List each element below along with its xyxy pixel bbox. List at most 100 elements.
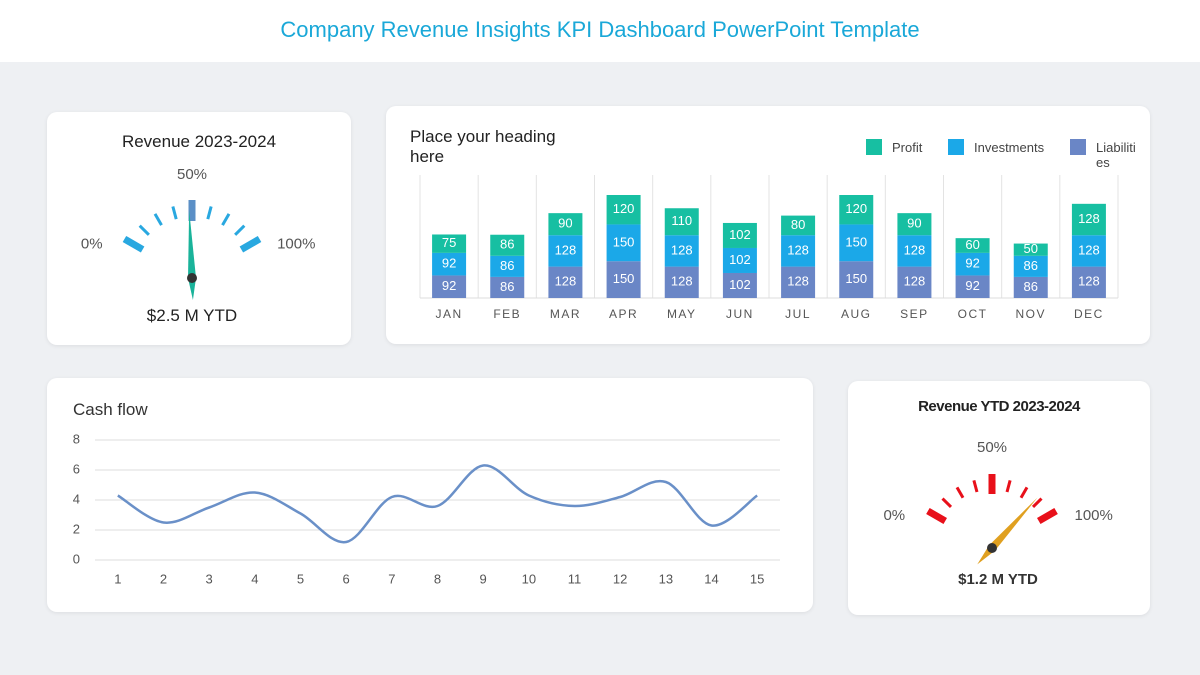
bar-segment [955, 238, 990, 253]
x-tick-label: JAN [435, 307, 462, 321]
gauge-needle [977, 497, 1038, 565]
x-tick-label: APR [609, 307, 638, 321]
x-tick-label: 12 [613, 571, 627, 586]
legend-swatch [866, 139, 882, 155]
bar-segment [722, 247, 757, 273]
gauge-title: Revenue 2023-2024 [121, 132, 277, 151]
data-label: 120 [845, 201, 867, 216]
data-label: 150 [613, 271, 635, 286]
bar-segment [1013, 276, 1048, 298]
data-label: 102 [729, 277, 751, 292]
x-tick-label: 6 [343, 571, 350, 586]
gauge-tick [1037, 507, 1058, 525]
x-tick-label: 7 [388, 571, 395, 586]
data-label: 128 [555, 242, 577, 257]
page-title: Company Revenue Insights KPI Dashboard P… [280, 17, 920, 42]
bar-segment [955, 252, 990, 276]
x-tick-label: FEB [493, 307, 521, 321]
bar-segment [432, 234, 467, 253]
data-label: 92 [965, 278, 979, 293]
card [848, 381, 1150, 615]
bar-segment [839, 195, 874, 225]
x-tick-label: OCT [958, 307, 988, 321]
data-label: 128 [787, 242, 809, 257]
x-tick-label: MAY [667, 307, 697, 321]
legend-swatch [948, 139, 964, 155]
chart-title: Place your heading here [410, 127, 556, 166]
header-bar [0, 0, 1200, 62]
legend-label: Liabilities [1096, 140, 1136, 170]
x-tick-label: MAR [550, 307, 581, 321]
data-label: 150 [845, 234, 867, 249]
data-label: 128 [1078, 211, 1100, 226]
bar-segment [1071, 235, 1106, 267]
data-label: 86 [1024, 279, 1038, 294]
x-tick-label: 14 [704, 571, 718, 586]
card [47, 112, 351, 345]
gauge-title: Revenue YTD 2023-2024 [918, 398, 1080, 415]
gauge-minor-tick [221, 213, 231, 226]
bar-segment [490, 234, 525, 256]
data-label: 90 [558, 216, 572, 231]
data-label: 102 [729, 252, 751, 267]
bar-segment [839, 224, 874, 262]
data-label: 60 [965, 237, 979, 252]
data-label: 92 [965, 256, 979, 271]
gauge-minor-tick [1031, 497, 1043, 509]
bar-segment [606, 261, 641, 298]
gauge-minor-tick [153, 213, 163, 226]
x-tick-label: 5 [297, 571, 304, 586]
bar-segment [897, 266, 932, 298]
data-label: 102 [729, 227, 751, 242]
gauge-annotation: $2.5 M YTD [146, 306, 238, 325]
x-tick-label: SEP [900, 307, 929, 321]
bar-segment [955, 275, 990, 298]
data-label: 128 [671, 274, 693, 289]
bar-segment [897, 213, 932, 236]
gauge-label: 100% [277, 235, 315, 252]
gauge-minor-tick [1005, 479, 1012, 493]
x-tick-label: 9 [480, 571, 487, 586]
gauge-needle [188, 210, 196, 300]
x-tick-label: 3 [206, 571, 213, 586]
card [386, 106, 1150, 344]
bar-segment [664, 235, 699, 267]
legend-swatch [1070, 139, 1086, 155]
legend-label: Investments [974, 140, 1045, 155]
gauge-minor-tick [941, 497, 953, 509]
data-label: 50 [1024, 241, 1038, 256]
gauge-minor-tick [138, 224, 150, 236]
x-tick-label: 13 [659, 571, 673, 586]
data-label: 128 [904, 242, 926, 257]
bar-segment [548, 235, 583, 267]
bar-segment [781, 266, 816, 298]
bar-segment [432, 252, 467, 276]
data-label: 90 [907, 216, 921, 231]
bar-segment [781, 235, 816, 267]
data-label: 128 [1078, 274, 1100, 289]
data-label: 120 [613, 201, 635, 216]
data-label: 80 [791, 217, 805, 232]
gauge-tick [122, 235, 145, 253]
gauge-label: 50% [177, 166, 207, 183]
bar-segment [490, 276, 525, 298]
y-tick-label: 2 [73, 521, 80, 536]
x-tick-label: AUG [841, 307, 872, 321]
bar-segment [664, 266, 699, 298]
x-tick-label: JUN [726, 307, 754, 321]
y-tick-label: 0 [73, 551, 80, 566]
bar-segment [839, 261, 874, 298]
data-label: 86 [1024, 258, 1038, 273]
bar-segment [664, 208, 699, 236]
x-tick-label: JUL [785, 307, 811, 321]
x-tick-label: 2 [160, 571, 167, 586]
x-tick-label: 11 [568, 571, 582, 586]
gauge-minor-tick [955, 486, 965, 499]
data-label: 128 [555, 274, 577, 289]
gauge-tick [239, 235, 262, 253]
bar-segment [490, 255, 525, 277]
data-label: 92 [442, 256, 456, 271]
x-tick-label: 1 [114, 571, 121, 586]
card [47, 378, 813, 612]
